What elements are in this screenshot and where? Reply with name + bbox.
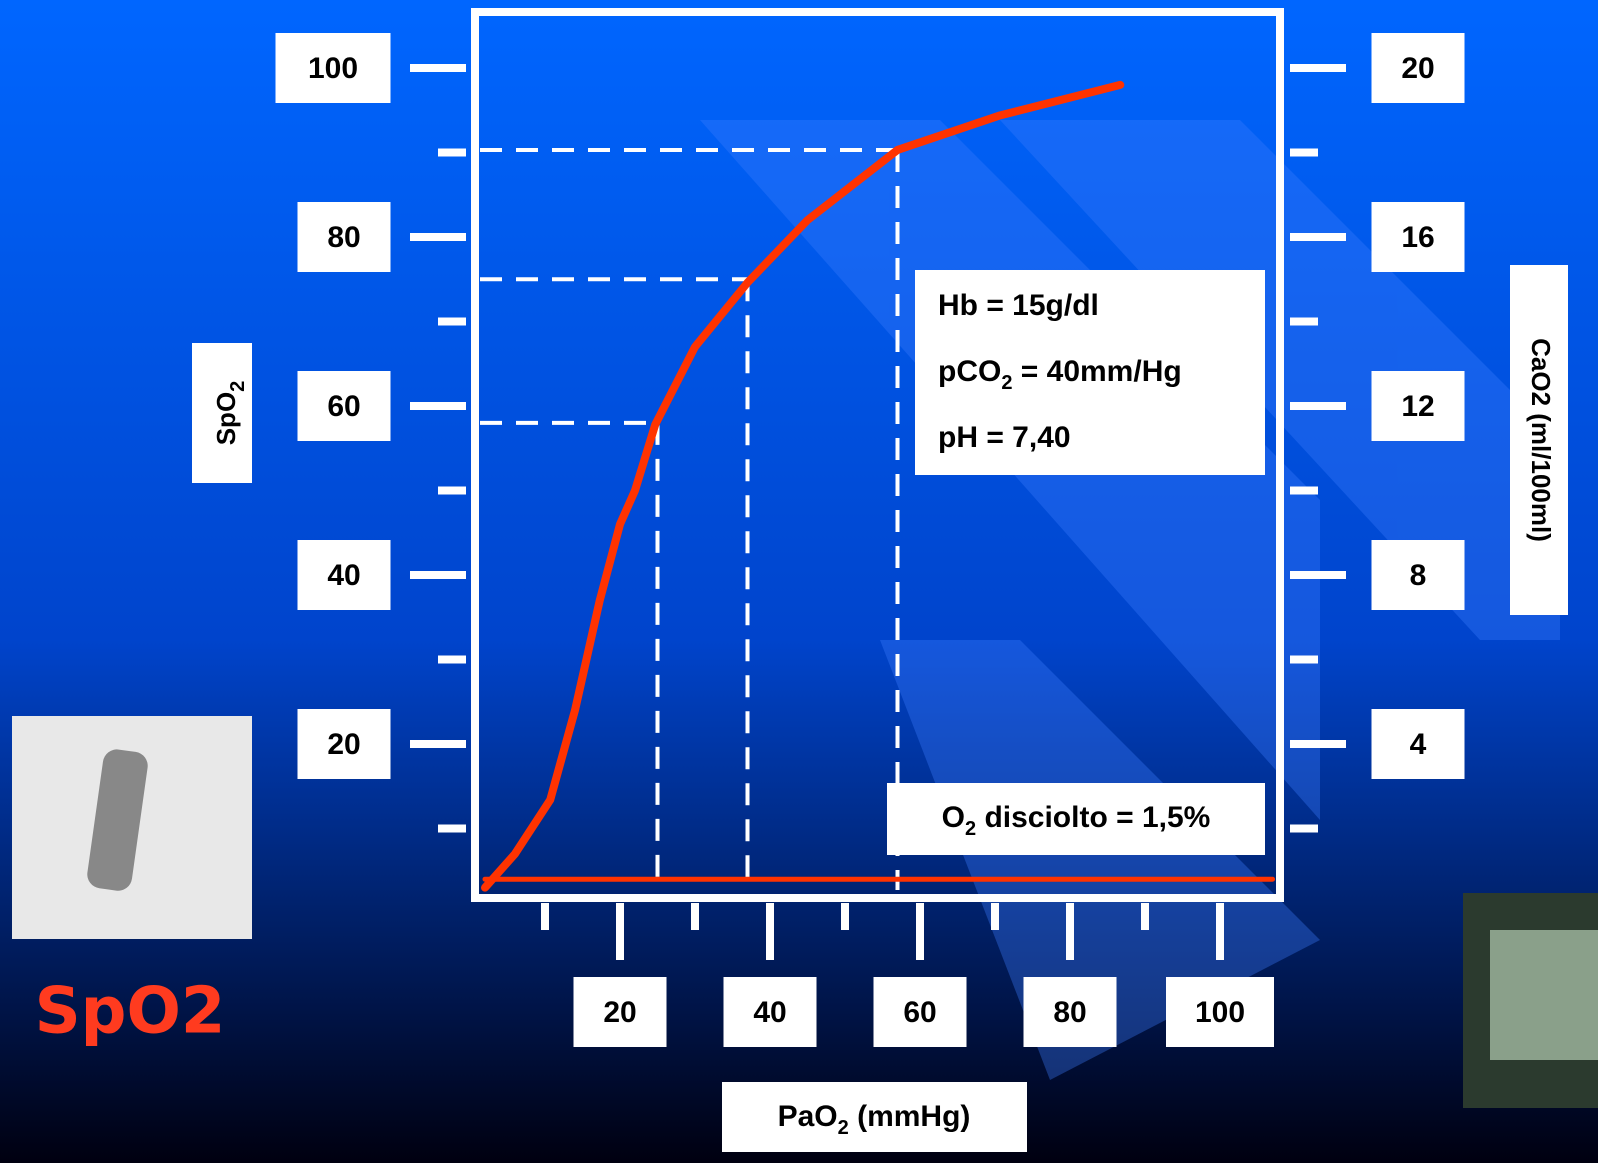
y2-tick-label: 12: [1401, 390, 1434, 423]
y-tick-label: 80: [327, 221, 360, 254]
caption: SpO2: [35, 975, 226, 1049]
y2-tick-label: 8: [1410, 559, 1427, 592]
y2-tick-label: 20: [1401, 52, 1434, 85]
annotation-part: pH = 7,40: [938, 421, 1071, 454]
y2-tick-label: 4: [1410, 728, 1427, 761]
annotation-part: = 40mm/Hg: [1012, 355, 1181, 388]
x-tick-label: 80: [1053, 996, 1086, 1029]
x-tick-label: 100: [1195, 996, 1245, 1029]
y-tick-label: 20: [327, 728, 360, 761]
condition-annotation: pH = 7,40: [938, 421, 1071, 454]
annotation-part: pCO: [938, 355, 1001, 388]
y-tick-label: 100: [308, 52, 358, 85]
sensor-shape: [1490, 930, 1598, 1060]
x-tick-label: 40: [753, 996, 786, 1029]
condition-annotation: Hb = 15g/dl: [938, 289, 1099, 322]
x-tick-label: 60: [903, 996, 936, 1029]
y2-tick-label: 16: [1401, 221, 1434, 254]
y2-axis-label: CaO2 (ml/100ml): [1526, 338, 1556, 542]
slide: SpO2 SpO2 CaO2 (ml/100ml) PaO2 (mmHg) O2…: [0, 0, 1598, 1163]
x-tick-label: 20: [603, 996, 636, 1029]
y-tick-label: 40: [327, 559, 360, 592]
annotation-part: 2: [1001, 372, 1012, 394]
annotation-part: Hb = 15g/dl: [938, 289, 1099, 322]
y-tick-label: 60: [327, 390, 360, 423]
